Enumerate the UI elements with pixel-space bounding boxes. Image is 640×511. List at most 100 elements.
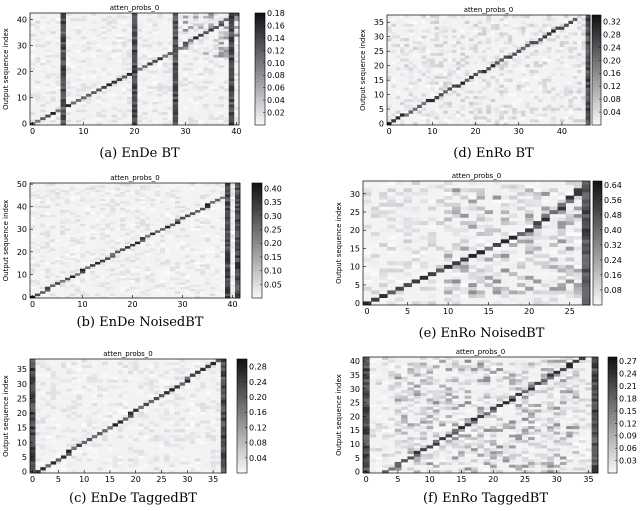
heatmap-column-cell xyxy=(225,264,231,267)
heatmap-cell xyxy=(469,93,474,97)
heatmap-cell xyxy=(80,41,87,45)
heatmap-cell xyxy=(143,417,149,421)
colorbar-segment xyxy=(592,114,601,118)
heatmap-cell xyxy=(198,44,204,48)
heatmap-cell xyxy=(477,101,483,106)
heatmap-cell xyxy=(203,93,209,97)
heatmap-diagonal-cell xyxy=(568,20,574,24)
heatmap-cell xyxy=(106,15,112,19)
heatmap-cell xyxy=(125,288,131,292)
x-tick-label: 40 xyxy=(557,127,567,136)
heatmap-column-cell xyxy=(220,411,227,415)
heatmap-cell xyxy=(476,253,485,258)
heatmap-cell xyxy=(122,379,129,383)
heatmap-cell xyxy=(91,449,98,453)
colorbar-segment xyxy=(252,272,262,276)
heatmap-cell xyxy=(115,187,121,191)
heatmap-cell xyxy=(208,111,214,115)
heatmap-column-cell xyxy=(30,461,36,465)
heatmap-cell xyxy=(50,18,56,22)
heatmap-column-cell xyxy=(30,399,36,404)
heatmap-cell xyxy=(456,70,461,74)
heatmap-cell xyxy=(110,232,116,236)
heatmap-cell xyxy=(138,423,144,427)
heatmap-cell xyxy=(230,230,236,233)
heatmap-cell xyxy=(135,198,141,202)
heatmap-cell xyxy=(411,272,421,277)
heatmap-cell xyxy=(45,279,51,283)
heatmap-cell xyxy=(205,219,211,222)
heatmap-column-cell xyxy=(581,283,591,288)
heatmap-cell xyxy=(95,212,101,215)
heatmap-cell xyxy=(184,449,191,453)
heatmap-cell xyxy=(143,367,149,371)
heatmap-cell xyxy=(126,83,133,87)
heatmap-column-cell xyxy=(60,80,66,84)
heatmap-cell xyxy=(517,235,526,240)
heatmap-cell xyxy=(203,85,209,89)
heatmap-cell xyxy=(111,70,117,74)
heatmap-cell xyxy=(549,294,558,299)
heatmap-cell xyxy=(111,54,117,58)
heatmap-cell xyxy=(499,32,504,36)
colorbar-segment xyxy=(255,71,265,76)
heatmap-cell xyxy=(427,184,437,189)
heatmap-diagonal-cell xyxy=(175,219,181,222)
heatmap-cell xyxy=(110,257,116,260)
colorbar-segment xyxy=(237,455,247,460)
heatmap-column-cell xyxy=(131,101,138,105)
heatmap-cell xyxy=(180,293,186,297)
heatmap-column-cell xyxy=(225,187,231,191)
heatmap-column-cell xyxy=(235,194,241,197)
heatmap-cell xyxy=(71,455,77,459)
heatmap-cell xyxy=(425,49,431,53)
heatmap-column-cell xyxy=(585,93,591,97)
heatmap-column-cell xyxy=(172,39,179,42)
heatmap-cell xyxy=(421,93,427,97)
colorbar-tick-label: 0.08 xyxy=(267,71,285,80)
heatmap-cell xyxy=(164,408,170,412)
heatmap-cell xyxy=(101,52,107,55)
heatmap-column-cell xyxy=(220,443,227,447)
heatmap-column-cell xyxy=(131,88,138,92)
heatmap-cell xyxy=(120,273,126,276)
heatmap-cell xyxy=(180,183,186,186)
heatmap-cell xyxy=(508,243,518,247)
heatmap-cell xyxy=(135,246,141,249)
heatmap-cell xyxy=(230,284,236,288)
heatmap-cell xyxy=(476,257,485,262)
heatmap-cell xyxy=(190,266,196,269)
heatmap-cell xyxy=(179,399,186,404)
heatmap-cell xyxy=(153,461,160,465)
heatmap-column-cell xyxy=(172,119,179,123)
heatmap-column-cell xyxy=(131,41,138,45)
heatmap-cell xyxy=(438,104,444,108)
heatmap-cell xyxy=(200,440,206,445)
heatmap-column-cell xyxy=(172,57,179,61)
heatmap-cell xyxy=(421,46,427,51)
heatmap-cell xyxy=(464,119,470,123)
heatmap-cell xyxy=(220,250,226,254)
heatmap-cell xyxy=(45,228,51,231)
heatmap-cell xyxy=(447,93,453,97)
heatmap-column-cell xyxy=(235,270,241,274)
heatmap-cell xyxy=(184,423,191,427)
heatmap-cell xyxy=(215,203,221,206)
heatmap-cell xyxy=(55,33,61,37)
heatmap-cell xyxy=(403,199,412,204)
colorbar-segment xyxy=(255,49,265,53)
heatmap-cell xyxy=(102,458,108,462)
heatmap-cell xyxy=(152,15,158,19)
heatmap-cell xyxy=(110,243,116,247)
heatmap-cell xyxy=(427,239,437,244)
heatmap-cell xyxy=(476,268,485,273)
heatmap-cell xyxy=(468,181,477,185)
heatmap-cell xyxy=(160,230,166,233)
heatmap-cell xyxy=(223,36,230,40)
heatmap-cell xyxy=(427,199,437,204)
heatmap-cell xyxy=(100,203,106,206)
heatmap-cell xyxy=(223,46,230,50)
heatmap-cell xyxy=(430,35,435,39)
heatmap-cell xyxy=(130,275,136,279)
colorbar-segment xyxy=(592,37,601,41)
